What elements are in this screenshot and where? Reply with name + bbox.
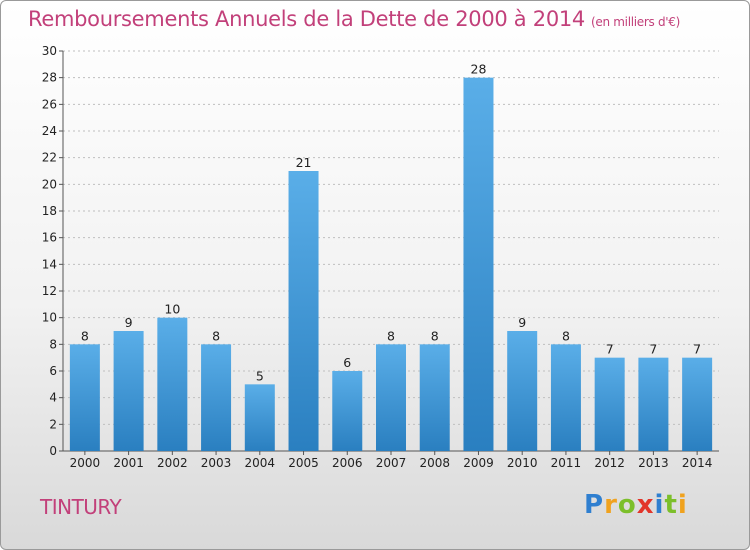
chart-subtitle: (en milliers d'€) [591,15,681,29]
bar [419,344,450,451]
logo-letter: t [664,490,678,520]
data-label: 8 [212,328,220,343]
bar [288,171,319,451]
data-label: 21 [296,155,312,170]
y-tick-label: 20 [42,177,57,191]
bar [507,331,538,451]
data-label: 7 [693,342,701,357]
x-tick-label: 2001 [113,456,144,470]
bar [69,344,100,451]
x-tick-label: 2005 [288,456,319,470]
logo-letter: x [636,490,655,520]
y-tick-label: 12 [42,284,57,298]
x-tick-label: 2011 [551,456,582,470]
data-label: 8 [387,328,395,343]
bar [594,357,625,451]
bar [550,344,581,451]
bar [113,331,144,451]
x-tick-label: 2006 [332,456,363,470]
x-tick-label: 2013 [638,456,669,470]
x-tick-label: 2003 [201,456,232,470]
x-tick-label: 2004 [245,456,276,470]
data-label: 28 [471,62,487,77]
x-tick-label: 2014 [682,456,713,470]
logo-letter: r [604,490,618,520]
data-label: 7 [606,342,614,357]
y-tick-label: 16 [42,231,57,245]
bar [463,77,494,452]
y-tick-label: 24 [42,124,57,138]
y-tick-label: 4 [49,391,57,405]
bar [638,357,669,451]
x-tick-label: 2000 [70,456,101,470]
logo-letter: o [617,490,637,520]
x-tick-label: 2012 [594,456,625,470]
x-tick-label: 2007 [376,456,407,470]
y-tick-label: 30 [42,44,57,58]
bar [244,384,275,451]
bar [376,344,406,451]
x-tick-label: 2010 [507,456,538,470]
y-tick-label: 8 [49,337,57,351]
chart-title-text: Remboursements Annuels de la Dette de 20… [28,7,585,31]
logo-letter: i [654,490,665,520]
y-tick-label: 10 [42,311,57,325]
proxiti-logo: Proxiti [584,490,688,520]
bar [201,344,232,451]
logo-letter: i [677,490,688,520]
y-tick-label: 0 [49,444,57,458]
x-tick-label: 2008 [419,456,450,470]
logo-letter: P [584,490,605,520]
commune-name: TINTURY [40,495,122,519]
x-tick-label: 2009 [463,456,494,470]
data-label: 10 [164,302,180,317]
y-tick-label: 26 [42,97,57,111]
y-tick-label: 14 [42,257,57,271]
chart-title: Remboursements Annuels de la Dette de 20… [28,7,680,31]
bar [682,357,713,451]
data-label: 9 [518,315,526,330]
data-label: 6 [343,355,351,370]
bar [332,371,363,451]
y-tick-label: 6 [49,364,57,378]
data-label: 8 [562,328,570,343]
x-tick-label: 2002 [157,456,188,470]
y-tick-label: 18 [42,204,57,218]
data-label: 7 [649,342,657,357]
data-label: 8 [431,328,439,343]
y-tick-label: 28 [42,71,57,85]
bar [157,317,188,451]
data-label: 5 [256,368,264,383]
y-tick-label: 22 [42,151,57,165]
y-tick-label: 2 [49,417,57,431]
data-label: 8 [81,328,89,343]
data-label: 9 [125,315,133,330]
